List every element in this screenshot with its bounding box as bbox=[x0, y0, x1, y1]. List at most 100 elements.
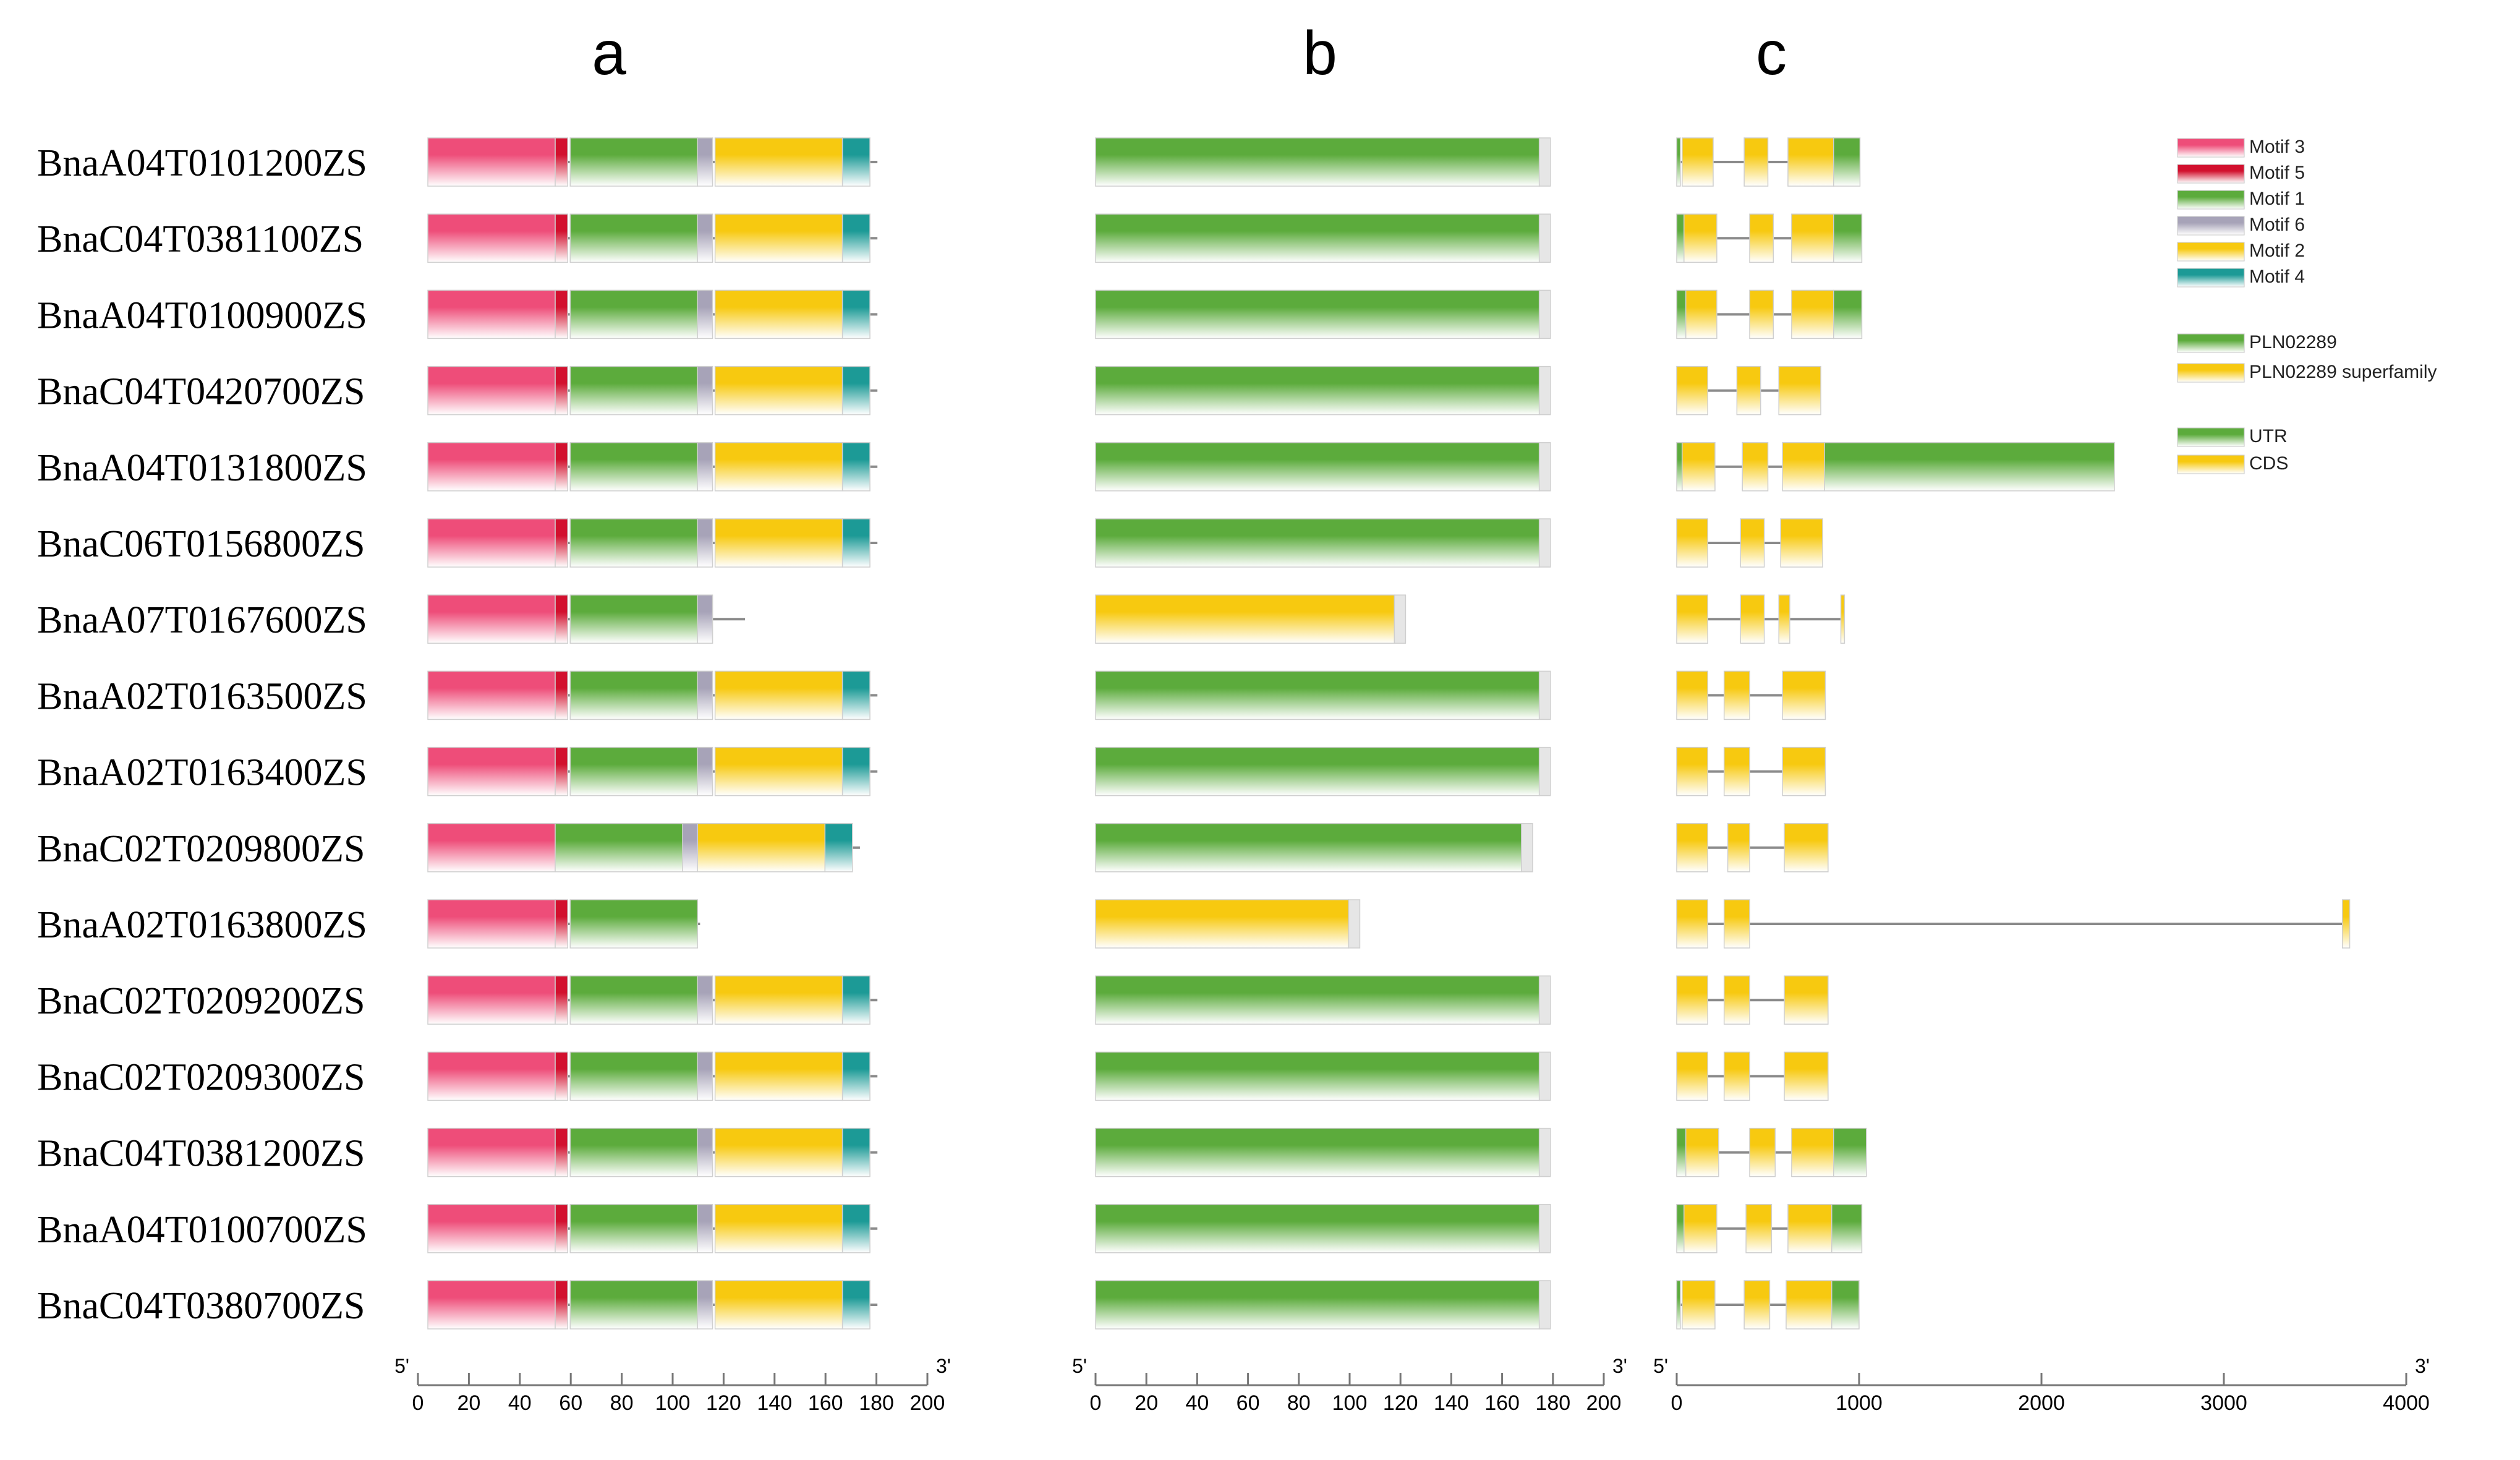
gene-label: BnaC02T0209800ZS bbox=[37, 828, 365, 870]
domain-tail bbox=[1538, 137, 1551, 187]
motif-box-motif3 bbox=[427, 899, 556, 949]
legend-swatch-motif3 bbox=[2177, 138, 2245, 158]
motif-box-motif6 bbox=[697, 518, 713, 568]
domain-box-pln bbox=[1095, 442, 1540, 492]
motif-box-motif1 bbox=[569, 1280, 699, 1330]
gene-label: BnaC06T0156800ZS bbox=[37, 523, 365, 565]
gene-label: BnaC04T0380700ZS bbox=[37, 1285, 365, 1327]
panel-b-domains bbox=[1095, 137, 1551, 1330]
cds-box bbox=[1723, 1051, 1750, 1101]
motif-box-motif4 bbox=[841, 289, 871, 339]
motif-box-motif4 bbox=[841, 137, 871, 187]
motif-box-motif4 bbox=[841, 518, 871, 568]
domain-tail bbox=[1538, 670, 1551, 720]
cds-box bbox=[1787, 1204, 1833, 1253]
motif-box-motif1 bbox=[569, 746, 699, 796]
motif-box-motif5 bbox=[555, 1280, 568, 1330]
cds-box bbox=[1685, 1127, 1719, 1177]
gene-label: BnaA07T0167600ZS bbox=[37, 599, 367, 641]
axis-start-label: 5' bbox=[1653, 1355, 1668, 1377]
legend-label: Motif 4 bbox=[2249, 267, 2305, 287]
cds-box bbox=[1676, 365, 1708, 416]
tick-label: 140 bbox=[757, 1391, 792, 1415]
motif-box-motif4 bbox=[841, 975, 871, 1025]
cds-box bbox=[1782, 442, 1825, 492]
legend-swatch-motif1 bbox=[2177, 190, 2245, 210]
cds-box bbox=[1684, 1204, 1718, 1253]
legend: Motif 3 Motif 5 Motif 1 Motif 6 Motif 2 Motif… bbox=[2177, 137, 2437, 474]
gene-label: BnaA04T0131800ZS bbox=[37, 447, 367, 489]
cds-box bbox=[1780, 518, 1823, 568]
tick-label: 200 bbox=[1586, 1391, 1622, 1415]
motif-box-motif2 bbox=[714, 670, 843, 720]
motif-box-motif3 bbox=[427, 670, 556, 720]
domain-box-pln bbox=[1095, 1127, 1540, 1177]
legend-swatch-motif6 bbox=[2177, 216, 2245, 236]
motif-box-motif5 bbox=[555, 1051, 568, 1101]
cds-box bbox=[1685, 289, 1718, 339]
motif-box-motif6 bbox=[697, 975, 713, 1025]
cds-box bbox=[1684, 213, 1718, 263]
motif-box-motif2 bbox=[714, 518, 843, 568]
tick-label: 80 bbox=[610, 1391, 634, 1415]
motif-box-motif4 bbox=[841, 1280, 871, 1330]
motif-box-motif2 bbox=[714, 746, 843, 796]
motif-box-motif1 bbox=[569, 1127, 699, 1177]
utr-box bbox=[1824, 442, 2115, 492]
motif-box-motif6 bbox=[697, 213, 713, 263]
motif-box-motif4 bbox=[841, 365, 871, 416]
motif-box-motif5 bbox=[555, 670, 568, 720]
gene-label: BnaA02T0163400ZS bbox=[37, 752, 367, 794]
legend-label: Motif 1 bbox=[2249, 189, 2305, 209]
motif-box-motif5 bbox=[555, 1204, 568, 1253]
motif-box-motif3 bbox=[427, 746, 556, 796]
domain-box-pln bbox=[1095, 213, 1540, 263]
motif-box-motif6 bbox=[697, 670, 713, 720]
motif-box-motif6 bbox=[697, 365, 713, 416]
cds-box bbox=[1749, 1127, 1776, 1177]
motif-box-motif3 bbox=[427, 594, 556, 644]
utr-box bbox=[1676, 442, 1683, 492]
gene-label: BnaA04T0101200ZS bbox=[37, 142, 367, 184]
motif-box-motif1 bbox=[569, 594, 699, 644]
gene-label: BnaC04T0381100ZS bbox=[37, 218, 364, 260]
motif-box-motif1 bbox=[569, 365, 699, 416]
motif-box-motif4 bbox=[841, 442, 871, 492]
cds-box bbox=[1682, 442, 1716, 492]
domain-tail bbox=[1538, 213, 1551, 263]
motif-box-motif2 bbox=[697, 823, 826, 873]
domain-tail bbox=[1538, 1280, 1551, 1330]
motif-box-motif1 bbox=[569, 213, 699, 263]
tick-label: 0 bbox=[412, 1391, 424, 1415]
cds-box bbox=[1727, 823, 1750, 873]
motif-box-motif4 bbox=[841, 1127, 871, 1177]
cds-box bbox=[1778, 594, 1790, 644]
domain-tail bbox=[1394, 594, 1407, 644]
tick-label: 0 bbox=[1090, 1391, 1102, 1415]
cds-box bbox=[1723, 899, 1750, 949]
motif-box-motif2 bbox=[714, 975, 843, 1025]
domain-tail bbox=[1538, 518, 1551, 568]
motif-box-motif3 bbox=[427, 1204, 556, 1253]
axis-end-label: 3' bbox=[1612, 1355, 1627, 1377]
motif-box-motif1 bbox=[569, 899, 699, 949]
domain-box-pln bbox=[1095, 1204, 1540, 1253]
cds-box bbox=[1840, 594, 1845, 644]
cds-box bbox=[1676, 1051, 1708, 1101]
tick-label: 40 bbox=[1185, 1391, 1209, 1415]
motif-box-motif1 bbox=[569, 1204, 699, 1253]
tick-label: 1000 bbox=[1836, 1391, 1883, 1415]
domain-box-pln bbox=[1095, 975, 1540, 1025]
motif-box-motif6 bbox=[697, 1280, 713, 1330]
utr-box bbox=[1676, 1204, 1685, 1253]
motif-box-motif1 bbox=[569, 975, 699, 1025]
tick-label: 160 bbox=[808, 1391, 843, 1415]
tick-label: 120 bbox=[1383, 1391, 1418, 1415]
motif-box-motif4 bbox=[824, 823, 853, 873]
domain-box-pln bbox=[1095, 670, 1540, 720]
domain-box-pln bbox=[1095, 746, 1540, 796]
utr-box bbox=[1676, 1280, 1681, 1330]
cds-box bbox=[1676, 899, 1708, 949]
motif-box-motif2 bbox=[714, 1051, 843, 1101]
gene-label: BnaA02T0163500ZS bbox=[37, 675, 367, 717]
